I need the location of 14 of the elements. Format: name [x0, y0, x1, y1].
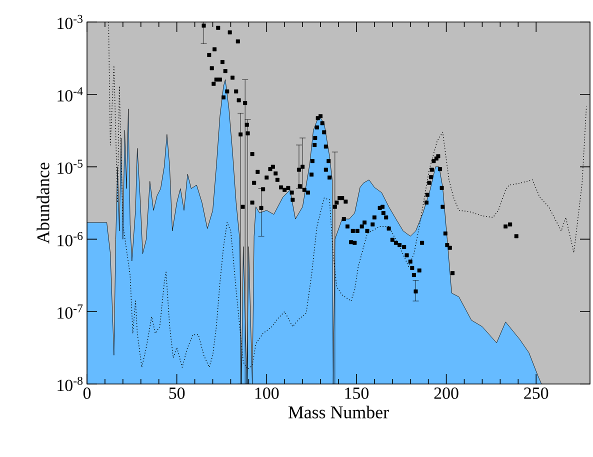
x-tick-label: 0 — [83, 388, 91, 399]
x-tick-label: 200 — [434, 388, 458, 399]
x-tick-label: 50 — [169, 388, 185, 399]
x-tick-label: 150 — [345, 388, 369, 399]
y-tick-label: 10$^{-4}$ — [58, 87, 83, 102]
y-axis-title: Abundance — [36, 162, 50, 244]
y-tick-label: 10$^{-7}$ — [58, 304, 83, 319]
x-tick-label: 100 — [255, 388, 279, 399]
x-axis-title: Mass Number — [288, 406, 389, 418]
y-tick-label: 10$^{-8}$ — [58, 376, 83, 392]
y-tick-label: 10$^{-6}$ — [58, 232, 83, 246]
x-tick-label: 250 — [524, 388, 548, 399]
y-tick-label: 10$^{-5}$ — [58, 160, 83, 174]
y-tick-label: 10$^{-3}$ — [58, 14, 83, 30]
